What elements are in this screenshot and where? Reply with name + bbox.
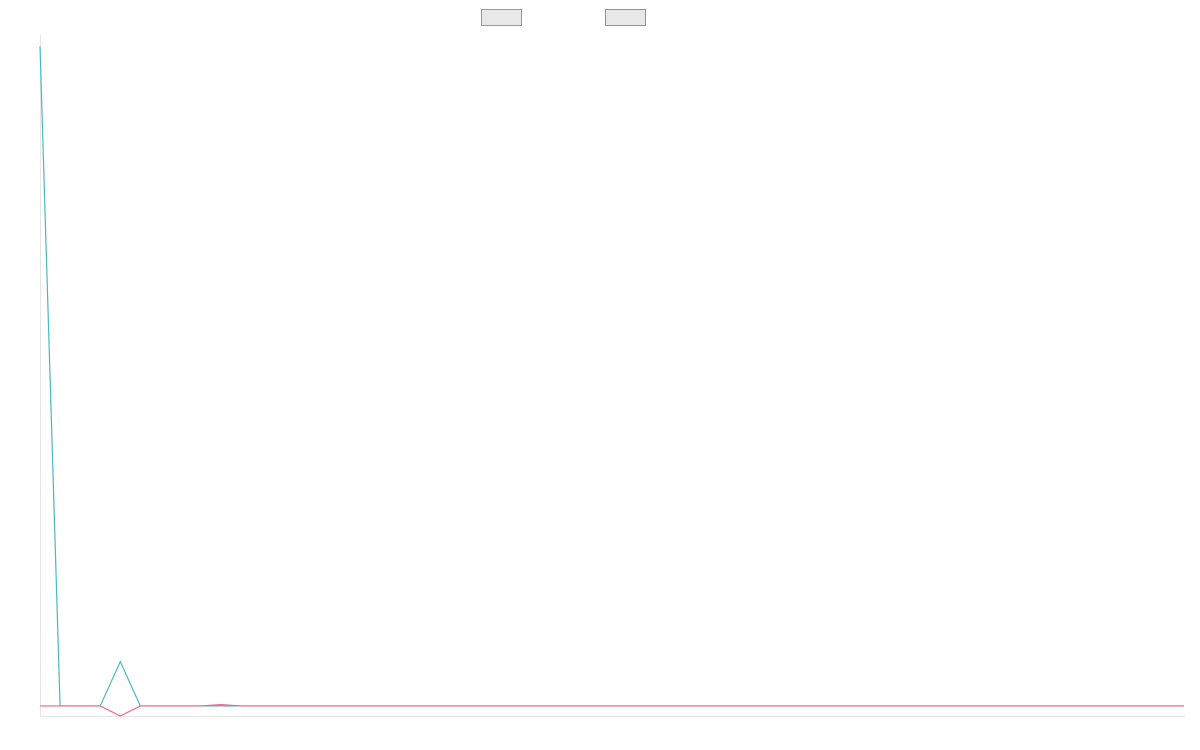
legend[interactable] [481,9,646,26]
series-group [39,46,1184,717]
legend-swatch-series-1[interactable] [481,9,522,26]
series-2-line [40,703,1184,717]
series-1-line [39,46,1184,707]
legend-swatch-series-2[interactable] [605,9,646,26]
axes [40,35,1185,717]
